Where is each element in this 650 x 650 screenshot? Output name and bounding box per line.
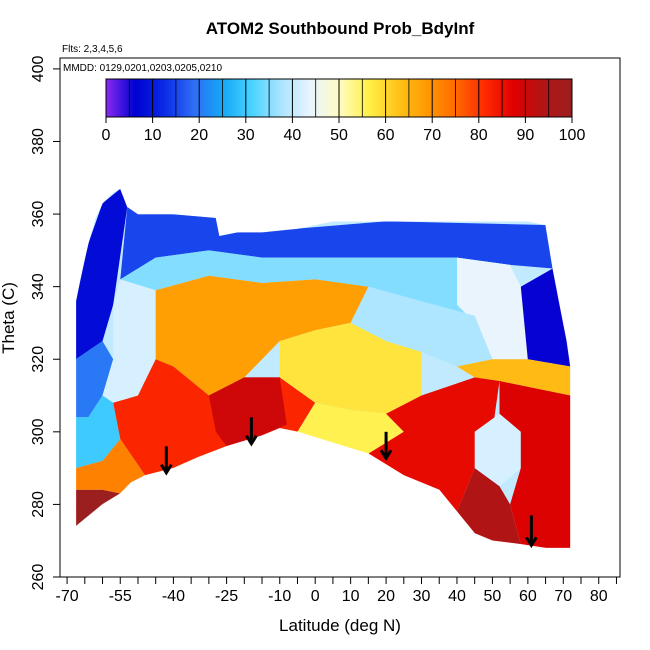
- heatmap: [75, 188, 571, 548]
- y-tick-label-4: 340: [30, 273, 47, 300]
- heatmap-region-17: [499, 381, 571, 548]
- y-tick-label-2: 300: [30, 418, 47, 445]
- colorbar: 0 10 20 30 40 50 60 70 80 90 100: [102, 78, 586, 144]
- heatmap-region-6: [102, 279, 156, 403]
- arrow-2: [379, 431, 393, 462]
- heatmap-region-11: [75, 395, 121, 469]
- y-tick-label-0: 260: [30, 564, 47, 591]
- y-tick-label-7: 400: [30, 55, 47, 82]
- x-axis: -70 -55 -40 -25 -10 0 10 20 30 40 50 60 70 80: [56, 577, 617, 605]
- x-tick-label-6: 10: [342, 588, 360, 605]
- arrows: [160, 417, 538, 549]
- chart-title: ATOM2 Southbound Prob_BdyInf: [206, 19, 475, 38]
- y-axis-label: Theta (C): [0, 282, 18, 354]
- arrow-0: [160, 446, 173, 476]
- colorbar-tick-label-4: 40: [284, 127, 302, 144]
- x-tick-label-4: -10: [268, 588, 291, 605]
- arrow-1: [245, 417, 258, 447]
- x-tick-label-1: -55: [109, 588, 132, 605]
- x-tick-label-12: 70: [554, 588, 572, 605]
- colorbar-tick-label-5: 50: [330, 127, 348, 144]
- domain-boundary: [75, 188, 571, 549]
- dates-note: MMDD: 0129,0201,0203,0205,0210: [63, 63, 222, 74]
- x-tick-label-13: 80: [590, 588, 608, 605]
- y-tick-label-3: 320: [30, 346, 47, 373]
- heatmap-region-5: [75, 341, 114, 418]
- flights-note: Flts: 2,3,4,5,6: [62, 44, 123, 55]
- y-tick-label-1: 280: [30, 491, 47, 518]
- heatmap-region-7: [155, 275, 369, 396]
- heatmap-region-19: [75, 439, 146, 494]
- colorbar-tick-label-7: 70: [423, 127, 441, 144]
- x-tick-label-0: -70: [56, 588, 79, 605]
- heatmap-region-14: [297, 402, 404, 454]
- x-tick-label-5: 0: [311, 588, 320, 605]
- colorbar-tick-label-3: 30: [237, 127, 255, 144]
- x-tick-label-7: 20: [377, 588, 395, 605]
- y-tick-label-6: 380: [30, 128, 47, 155]
- y-tick-label-5: 360: [30, 201, 47, 228]
- colorbar-tick-label-8: 80: [470, 127, 488, 144]
- colorbar-tick-label-2: 20: [190, 127, 208, 144]
- heatmap-region-8: [350, 286, 493, 367]
- arrow-3: [525, 515, 538, 549]
- x-tick-label-3: -25: [215, 588, 238, 605]
- x-tick-label-8: 30: [413, 588, 431, 605]
- heatmap-region-13: [208, 377, 287, 447]
- heatmap-region-16: [474, 413, 521, 487]
- x-tick-label-10: 50: [484, 588, 502, 605]
- x-tick-label-11: 60: [519, 588, 537, 605]
- heatmap-region-9: [279, 322, 422, 414]
- heatmap-region-15: [368, 377, 500, 512]
- colorbar-ticks: 0 10 20 30 40 50 60 70 80 90 100: [102, 79, 586, 144]
- heatmap-region-18: [457, 468, 521, 545]
- plot-frame: [59, 57, 621, 578]
- x-tick-label-9: 40: [448, 588, 466, 605]
- x-axis-label: Latitude (deg N): [279, 616, 401, 635]
- colorbar-tick-label-0: 0: [102, 127, 111, 144]
- heatmap-region-1: [120, 206, 553, 280]
- heatmap-region-20: [75, 489, 121, 527]
- colorbar-tick-label-9: 90: [517, 127, 535, 144]
- colorbar-tick-label-1: 10: [144, 127, 162, 144]
- y-axis: 260 280 300 320 340 360 380 400: [30, 55, 60, 590]
- heatmap-region-4: [457, 257, 528, 360]
- heatmap-region-0: [75, 188, 128, 360]
- colorbar-tick-label-10: 100: [559, 127, 586, 144]
- x-tick-label-2: -40: [162, 588, 185, 605]
- heatmap-region-10: [457, 359, 571, 396]
- heatmap-region-3: [120, 250, 521, 323]
- colorbar-tick-label-6: 60: [377, 127, 395, 144]
